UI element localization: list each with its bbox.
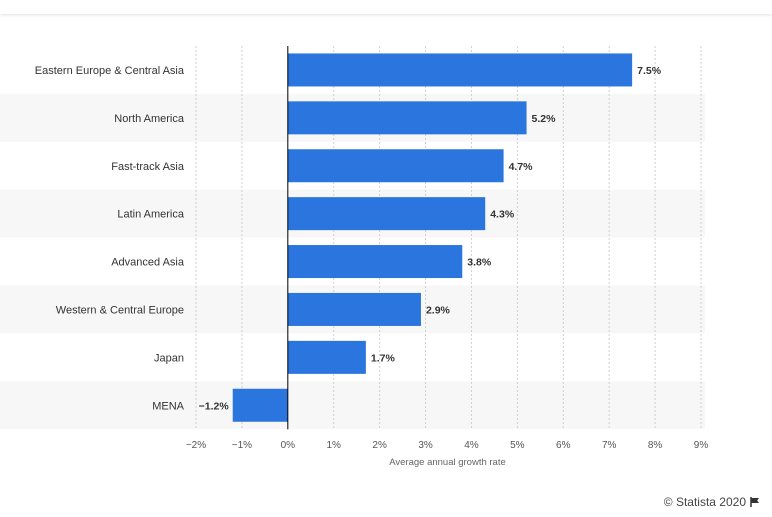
value-label: 4.7% <box>509 161 534 173</box>
x-tick-label: 7% <box>602 440 617 451</box>
top-bar <box>0 0 772 14</box>
flag-icon[interactable] <box>750 497 760 507</box>
x-axis-label: Average annual growth rate <box>389 457 506 468</box>
bar[interactable] <box>232 388 288 422</box>
x-tick-label: 6% <box>556 440 571 451</box>
value-label: 1.7% <box>371 352 396 364</box>
value-label: −1.2% <box>199 400 230 412</box>
x-tick-label: 4% <box>464 440 479 451</box>
category-labels: Eastern Europe & Central Asia North Ameri… <box>35 65 185 412</box>
category-label: MENA <box>152 400 184 412</box>
bar[interactable] <box>287 53 633 87</box>
category-label: Fast-track Asia <box>111 161 185 173</box>
bar[interactable] <box>287 245 463 279</box>
value-label: 3.8% <box>467 257 492 269</box>
x-tick-label: 3% <box>418 440 433 451</box>
x-tick-label: 0% <box>281 440 296 451</box>
x-tick-label: 5% <box>510 440 525 451</box>
value-labels: 7.5% 5.2% 4.7% 4.3% 3.8% 2.9% 1.7% −1.2% <box>199 65 662 412</box>
bar[interactable] <box>287 340 366 374</box>
x-tick-label: −2% <box>186 440 206 451</box>
x-tick-label: 9% <box>694 440 709 451</box>
bars <box>232 53 633 422</box>
category-label: Japan <box>154 352 184 364</box>
category-label: Latin America <box>117 209 185 221</box>
x-tick-label: 8% <box>648 440 663 451</box>
bar[interactable] <box>287 101 527 135</box>
bar[interactable] <box>287 149 504 183</box>
x-axis-ticks: −2% −1% 0% 1% 2% 3% 4% 5% 6% 7% 8% 9% <box>186 440 708 451</box>
category-label: North America <box>114 113 185 125</box>
category-label: Eastern Europe & Central Asia <box>35 65 185 77</box>
category-label: Western & Central Europe <box>56 304 184 316</box>
row-bands <box>0 93 705 430</box>
x-tick-label: 2% <box>372 440 387 451</box>
copyright-text: © Statista 2020 <box>663 495 746 509</box>
value-label: 4.3% <box>490 209 515 221</box>
x-tick-label: −1% <box>232 440 252 451</box>
value-label: 7.5% <box>637 65 662 77</box>
row-band <box>0 381 705 430</box>
bar[interactable] <box>287 292 421 326</box>
bar[interactable] <box>287 197 486 231</box>
value-label: 5.2% <box>532 113 557 125</box>
category-label: Advanced Asia <box>111 257 185 269</box>
value-label: 2.9% <box>426 304 451 316</box>
footer: © Statista 2020 <box>664 495 760 509</box>
x-tick-label: 1% <box>327 440 342 451</box>
